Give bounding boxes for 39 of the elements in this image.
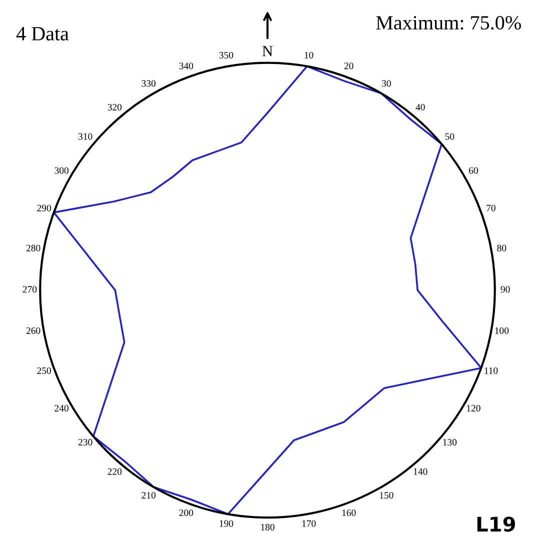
spoke-label: 310 [78, 133, 92, 140]
spoke-label: 10 [304, 52, 314, 58]
spoke-label: 90 [500, 286, 510, 293]
text: Maximum: 75.0% [376, 16, 521, 30]
spoke-label: 220 [108, 468, 122, 475]
spoke-label: 40 [416, 104, 425, 110]
spoke-label: 150 [380, 492, 394, 499]
spoke-label: 140 [414, 468, 428, 475]
text: L19 [477, 516, 515, 532]
spoke-label: 350 [219, 52, 234, 58]
spoke-label: 70 [486, 204, 496, 212]
spoke-label: 280 [26, 244, 40, 252]
text: 4 Data [16, 27, 69, 40]
spoke-label: 270 [22, 286, 37, 293]
spoke-label: 250 [37, 367, 51, 374]
spoke-label: N [262, 46, 273, 56]
spoke-label: 80 [497, 244, 506, 252]
spoke-label: 330 [142, 80, 156, 87]
spoke-label: 30 [382, 80, 391, 87]
spoke-label: 170 [302, 520, 316, 527]
spoke-label: 60 [468, 167, 478, 174]
spoke-label: 180 [261, 524, 274, 530]
spoke-label: 260 [26, 327, 40, 334]
spoke-label: 120 [466, 404, 480, 412]
spoke-label: 50 [445, 133, 454, 140]
spoke-label: 110 [484, 367, 498, 374]
spoke-label: 130 [443, 438, 457, 446]
spoke-label: 160 [342, 510, 356, 516]
spoke-label: 340 [179, 62, 194, 70]
spoke-label: 300 [54, 167, 68, 174]
spoke-label: 100 [495, 327, 509, 334]
spoke-label: 20 [344, 62, 354, 70]
spoke-label: 200 [179, 510, 194, 516]
spoke-label: 320 [108, 104, 122, 110]
spoke-label: 240 [54, 404, 68, 412]
spoke-label: 190 [220, 520, 234, 527]
spoke-label: 230 [78, 438, 92, 446]
spoke-label: 210 [142, 492, 156, 499]
spoke-label: 290 [37, 204, 51, 212]
